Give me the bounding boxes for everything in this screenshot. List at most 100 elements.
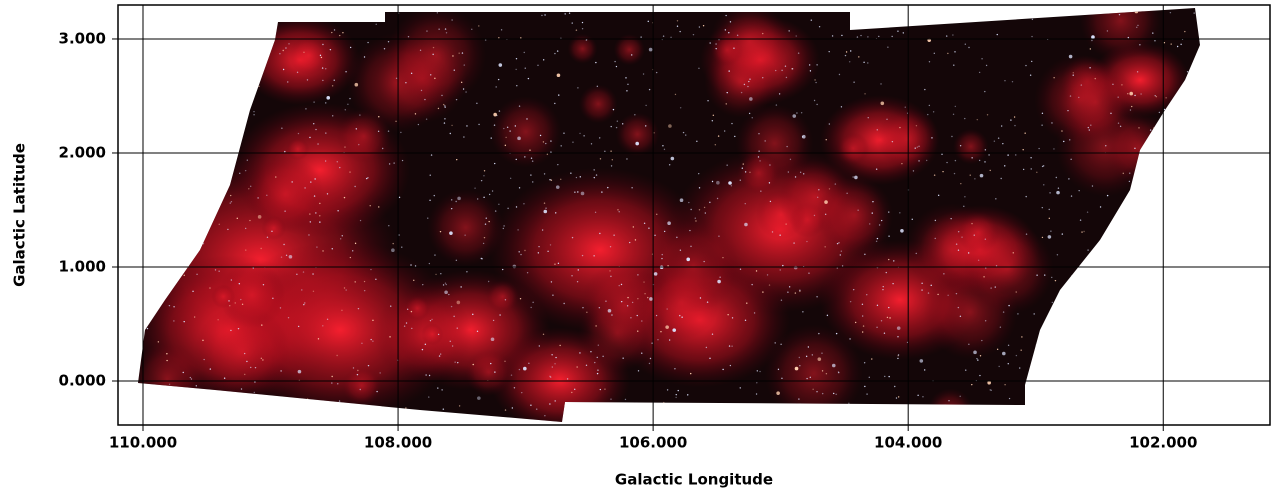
star [704, 212, 707, 214]
star [183, 320, 185, 323]
star [1131, 288, 1133, 290]
star [610, 165, 613, 167]
star [1087, 126, 1090, 129]
star [636, 314, 638, 317]
star [1149, 129, 1152, 131]
star [882, 285, 884, 288]
star [555, 185, 560, 189]
star [478, 123, 480, 126]
star [910, 408, 913, 410]
star [590, 351, 592, 353]
star [1007, 154, 1009, 156]
star [985, 267, 987, 269]
star [322, 43, 324, 46]
star [1055, 176, 1058, 179]
star [715, 43, 717, 45]
star [1168, 366, 1171, 368]
star [919, 17, 921, 20]
star [647, 296, 649, 299]
star [749, 97, 753, 101]
star [1078, 189, 1080, 192]
star [538, 245, 540, 248]
star [531, 160, 534, 162]
star [1170, 43, 1172, 45]
star [618, 211, 620, 213]
star [593, 169, 595, 171]
star [287, 81, 289, 83]
star [326, 318, 329, 320]
star [245, 249, 247, 251]
star [466, 271, 468, 273]
star [1164, 367, 1168, 372]
star [888, 235, 890, 237]
star [189, 224, 191, 226]
star [917, 394, 919, 397]
star [155, 17, 157, 19]
star [518, 251, 520, 253]
star [1122, 172, 1124, 175]
star [1044, 274, 1046, 276]
star [1036, 347, 1038, 349]
star [1134, 94, 1136, 97]
star [611, 314, 613, 316]
star [1099, 206, 1102, 208]
star [554, 363, 556, 365]
star [816, 296, 818, 298]
star [360, 8, 362, 10]
star [494, 210, 497, 212]
star [515, 68, 517, 71]
star [539, 134, 542, 137]
star [657, 339, 659, 341]
star [169, 269, 171, 271]
nebula [286, 137, 310, 161]
star [437, 333, 440, 336]
star [617, 209, 619, 211]
star [538, 345, 541, 347]
star [1030, 168, 1032, 170]
star [319, 221, 321, 223]
star [679, 198, 684, 203]
star [668, 164, 671, 166]
nebula [427, 189, 505, 266]
star [1008, 397, 1011, 400]
star [651, 342, 653, 344]
star [818, 26, 821, 28]
star [1172, 101, 1174, 104]
star [812, 388, 814, 391]
star [810, 19, 813, 21]
star [641, 352, 643, 354]
star [460, 286, 462, 288]
star [1170, 400, 1172, 402]
star [934, 219, 937, 222]
star [579, 176, 581, 178]
star [799, 365, 801, 367]
star [537, 64, 539, 67]
star [981, 339, 983, 342]
star [867, 62, 869, 64]
star [1088, 369, 1090, 371]
nebula [218, 261, 286, 329]
star [1036, 274, 1038, 276]
star [515, 158, 517, 161]
star [1179, 332, 1181, 335]
star [1093, 308, 1095, 311]
star [698, 26, 701, 28]
star [523, 203, 525, 205]
star [440, 273, 442, 275]
star [1083, 413, 1085, 415]
star [937, 194, 940, 197]
star [689, 229, 691, 232]
star [359, 219, 362, 222]
star [198, 74, 200, 77]
star [280, 256, 283, 258]
star [1154, 146, 1158, 151]
star [605, 300, 607, 302]
star [994, 286, 996, 288]
star [924, 88, 926, 91]
star [284, 8, 287, 10]
star [236, 217, 238, 220]
star [816, 8, 819, 10]
star [305, 108, 307, 110]
star [715, 47, 717, 50]
star [615, 126, 618, 129]
